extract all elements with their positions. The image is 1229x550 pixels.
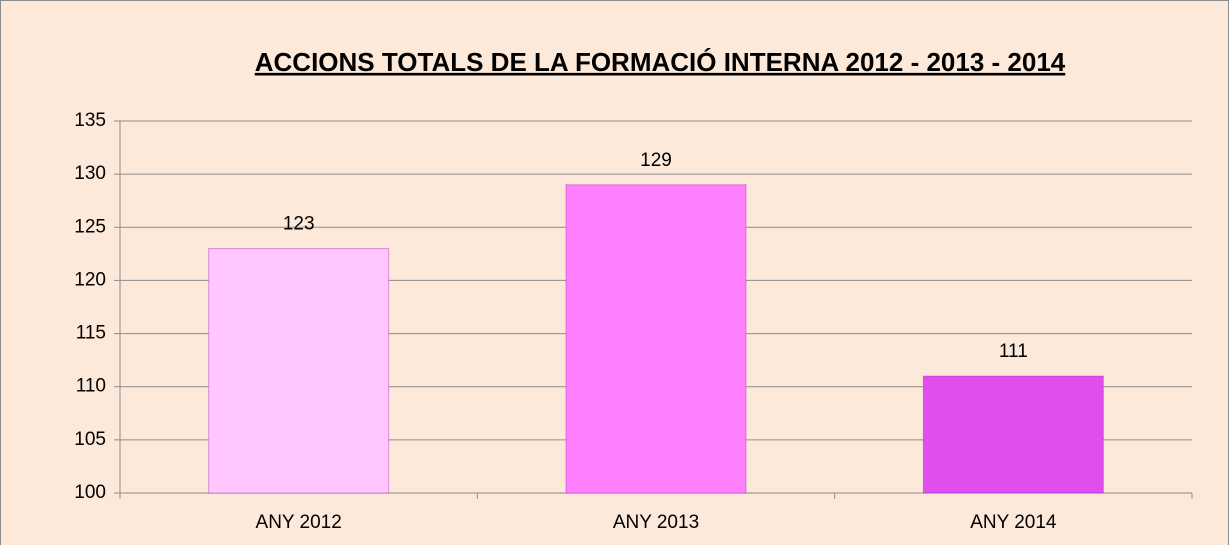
x-tick-label: ANY 2012	[256, 512, 342, 533]
bar	[565, 184, 747, 494]
data-label: 111	[999, 341, 1028, 362]
y-tick-label: 105	[74, 429, 106, 450]
bar	[922, 375, 1104, 494]
data-label: 123	[283, 214, 315, 235]
y-tick-label: 135	[74, 110, 106, 131]
y-tick-label: 115	[76, 323, 106, 344]
x-tick-label: ANY 2014	[970, 512, 1057, 533]
y-tick-label: 130	[74, 163, 106, 184]
x-tick-label: ANY 2013	[613, 512, 699, 533]
bar	[208, 248, 390, 494]
y-tick-label: 125	[74, 216, 106, 237]
y-tick-label: 110	[76, 376, 106, 397]
data-label: 129	[640, 150, 672, 171]
y-tick-label: 100	[74, 482, 106, 503]
y-tick-label: 120	[74, 269, 106, 290]
chart-title: ACCIONS TOTALS DE LA FORMACIÓ INTERNA 20…	[255, 47, 1066, 77]
